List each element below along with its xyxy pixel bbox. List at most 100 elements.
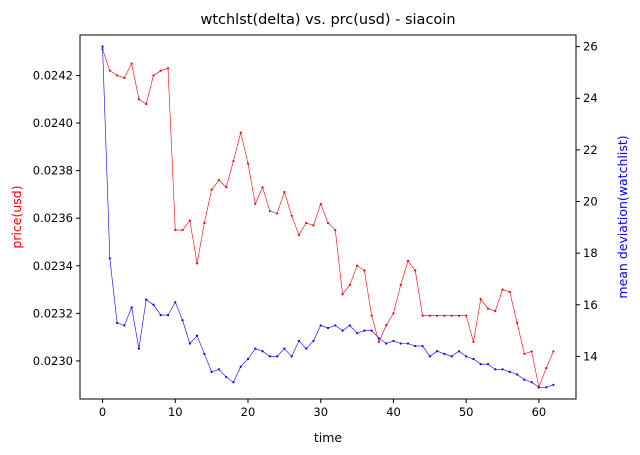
deviation-point [443, 352, 446, 355]
y-tick-label-left: 0.0234 [33, 259, 73, 273]
y-tick-label-right: 14 [583, 349, 598, 363]
price-point [319, 202, 322, 206]
deviation-point [225, 375, 228, 379]
price-point [450, 314, 453, 317]
deviation-point [123, 324, 126, 327]
price-point [443, 314, 446, 317]
deviation-point [203, 352, 206, 355]
price-point [355, 264, 359, 267]
price-point [188, 219, 191, 222]
y-tick-label-left: 0.0242 [33, 68, 73, 82]
y-tick-label-right: 26 [583, 40, 598, 54]
deviation-point [268, 355, 271, 358]
y-tick-label-left: 0.0232 [33, 306, 73, 320]
deviation-point [530, 381, 533, 384]
price-point [203, 221, 206, 225]
price-point [254, 202, 257, 206]
deviation-point [312, 339, 315, 343]
x-tick-label: 50 [459, 405, 474, 419]
deviation-point [523, 378, 526, 381]
deviation-point [166, 313, 170, 317]
deviation-point [130, 306, 133, 309]
deviation-point [508, 370, 511, 373]
price-point [465, 314, 468, 317]
deviation-point [290, 355, 293, 358]
price-point [261, 186, 264, 189]
deviation-point [392, 339, 395, 343]
deviation-point [494, 368, 497, 371]
x-axis-label: time [314, 430, 343, 445]
deviation-point [465, 355, 468, 358]
price-point [326, 221, 330, 225]
price-point [159, 69, 162, 72]
price-point [268, 209, 271, 213]
y-tick-label-left: 0.0240 [33, 116, 73, 130]
deviation-point [348, 324, 351, 327]
price-point [152, 74, 155, 77]
deviation-point [254, 347, 257, 350]
deviation-point [181, 319, 184, 322]
deviation-point [399, 342, 402, 345]
deviation-point [305, 347, 308, 350]
price-point [457, 314, 461, 317]
price-point [494, 309, 497, 313]
price-point [545, 366, 548, 370]
deviation-point [188, 342, 191, 345]
deviation-point [385, 342, 388, 345]
x-tick-label: 40 [386, 405, 401, 419]
deviation-point [115, 321, 119, 324]
deviation-point [174, 301, 177, 304]
deviation-point [450, 355, 453, 358]
deviation-point [537, 386, 541, 389]
price-point [421, 314, 424, 317]
price-point [334, 228, 337, 232]
price-point [275, 212, 279, 215]
x-tick-label: 30 [313, 405, 328, 419]
deviation-point [428, 355, 431, 358]
x-tick-label: 20 [241, 405, 256, 419]
price-point [406, 259, 410, 263]
deviation-point [210, 370, 213, 373]
price-point [515, 321, 519, 324]
deviation-point [545, 386, 548, 389]
price-point [246, 162, 250, 165]
deviation-point [319, 324, 322, 327]
y-tick-label-right: 16 [583, 298, 598, 312]
deviation-point [297, 339, 301, 343]
price-point [217, 179, 221, 182]
y-tick-label-left: 0.0236 [33, 211, 73, 225]
price-point [523, 352, 526, 355]
price-point [225, 186, 228, 189]
y-tick-label-left: 0.0238 [33, 164, 73, 178]
price-point [283, 190, 286, 194]
price-point [297, 233, 301, 236]
price-series-line [102, 49, 554, 389]
y-tick-label-left: 0.0230 [33, 354, 73, 368]
price-point [239, 131, 242, 134]
deviation-point [377, 337, 381, 340]
price-point [385, 324, 388, 327]
deviation-point [472, 357, 475, 361]
deviation-point [261, 350, 264, 353]
price-point [428, 314, 431, 317]
price-point [435, 314, 439, 317]
y-tick-label-right: 24 [583, 91, 598, 105]
price-point [501, 288, 504, 291]
deviation-point [370, 329, 373, 332]
price-point [137, 98, 141, 101]
price-point [312, 224, 315, 227]
chart-title: wtchlst(delta) vs. prc(usd) - siacoin [200, 12, 455, 28]
deviation-point [152, 303, 155, 306]
deviation-point [421, 344, 424, 348]
deviation-point [283, 347, 286, 350]
price-point [370, 314, 373, 317]
price-point [399, 283, 402, 286]
price-point [145, 102, 148, 106]
deviation-point [195, 334, 199, 337]
deviation-point [457, 350, 461, 353]
deviation-point [217, 368, 221, 371]
price-point [181, 228, 184, 232]
x-tick-label: 60 [532, 405, 547, 419]
price-point [174, 228, 177, 232]
